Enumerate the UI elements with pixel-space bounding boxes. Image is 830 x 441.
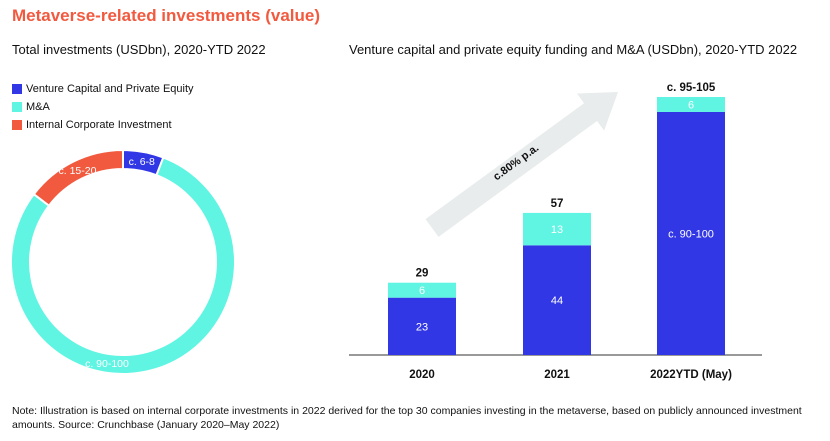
legend-label-ma: M&A xyxy=(26,101,50,113)
legend: Venture Capital and Private Equity M&A I… xyxy=(12,80,194,134)
footnote: Note: Illustration is based on internal … xyxy=(12,405,802,431)
legend-label-ici: Internal Corporate Investment xyxy=(26,119,172,131)
legend-item-ma: M&A xyxy=(12,98,194,116)
donut-label-internal-corporate-investment: c. 15-20 xyxy=(59,165,97,177)
donut-label-m-a: c. 90-100 xyxy=(85,358,129,370)
x-tick-label-2022ytd-may: 2022YTD (May) xyxy=(650,369,732,381)
x-tick-label-2021: 2021 xyxy=(544,369,570,381)
bar-label-m-a-2021: 13 xyxy=(551,224,563,236)
bar-m-a-2021 xyxy=(523,212,591,246)
legend-swatch-ma xyxy=(12,102,22,112)
page-title: Metaverse-related investments (value) xyxy=(12,6,321,25)
bar-total-2022ytd-may: c. 95-105 xyxy=(667,82,716,94)
bar-m-a-2020 xyxy=(388,282,456,298)
x-tick-label-2020: 2020 xyxy=(409,369,435,381)
bar-label-m-a-2022ytd-may: 6 xyxy=(688,99,694,111)
bar-total-2021: 57 xyxy=(551,198,564,210)
bar-venture-capital-and-private-equity-2022ytd-may xyxy=(657,111,725,356)
legend-item-vc-pe: Venture Capital and Private Equity xyxy=(12,80,194,98)
bar-m-a-2022ytd-may xyxy=(657,97,725,112)
donut-slice-internal-corporate-investment xyxy=(32,148,124,208)
bar-label-venture-capital-and-private-equity-2021: 44 xyxy=(551,295,563,307)
bar-label-m-a-2020: 6 xyxy=(419,285,425,297)
bar-total-2020: 29 xyxy=(416,268,429,280)
donut-chart-title: Total investments (USDbn), 2020-YTD 2022 xyxy=(12,42,266,57)
legend-item-ici: Internal Corporate Investment xyxy=(12,116,194,134)
bar-label-venture-capital-and-private-equity-2020: 23 xyxy=(416,321,428,333)
bar-label-venture-capital-and-private-equity-2022ytd-may: c. 90-100 xyxy=(668,228,714,240)
legend-label-vc-pe: Venture Capital and Private Equity xyxy=(26,83,194,95)
legend-swatch-ici xyxy=(12,120,22,130)
donut-label-venture-capital-and-private-equity: c. 6-8 xyxy=(129,156,155,168)
legend-swatch-vc-pe xyxy=(12,84,22,94)
bar-venture-capital-and-private-equity-2021 xyxy=(523,245,591,355)
donut-slice-m-a xyxy=(10,156,236,375)
bar-chart-title: Venture capital and private equity fundi… xyxy=(349,42,798,57)
bar-venture-capital-and-private-equity-2020 xyxy=(388,297,456,355)
growth-arrow xyxy=(425,92,618,237)
